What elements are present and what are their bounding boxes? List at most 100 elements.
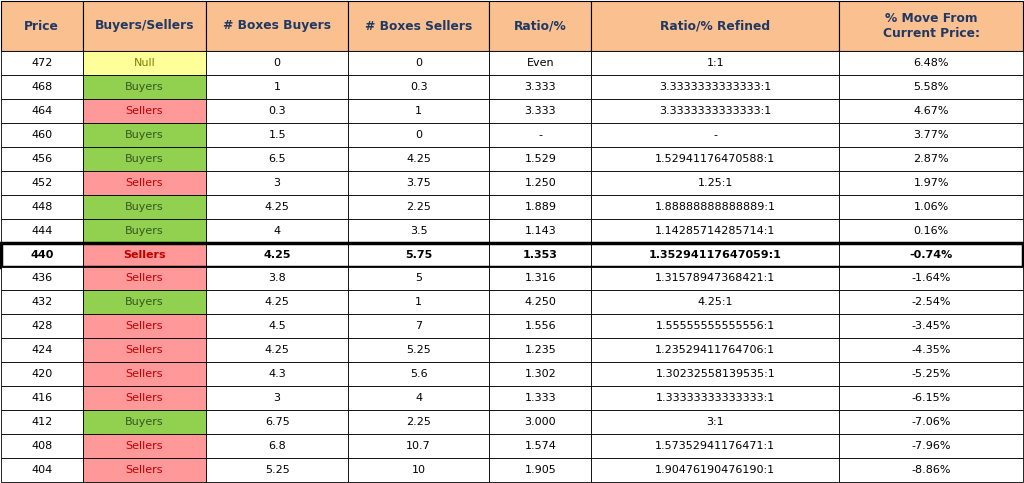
Text: 428: 428 <box>31 321 52 331</box>
Bar <box>207 170 348 195</box>
Bar <box>83 314 207 338</box>
Bar <box>83 362 207 386</box>
Bar <box>840 458 1023 482</box>
Text: Null: Null <box>133 58 156 68</box>
Bar <box>348 99 489 123</box>
Text: 3.333: 3.333 <box>524 106 556 116</box>
Text: 1.250: 1.250 <box>524 178 556 188</box>
Bar <box>840 147 1023 170</box>
Text: 1.529: 1.529 <box>524 154 556 164</box>
Text: 3.333: 3.333 <box>524 82 556 92</box>
Bar <box>489 147 592 170</box>
Text: 432: 432 <box>31 298 52 307</box>
Bar <box>592 267 840 290</box>
Text: 448: 448 <box>31 201 52 212</box>
Text: 440: 440 <box>30 250 53 259</box>
Text: Buyers: Buyers <box>125 154 164 164</box>
Text: 3.3333333333333:1: 3.3333333333333:1 <box>659 106 771 116</box>
Bar <box>1 147 83 170</box>
Bar <box>1 219 83 242</box>
Bar <box>840 1 1023 51</box>
Bar <box>489 267 592 290</box>
Text: -7.96%: -7.96% <box>911 441 951 451</box>
Bar <box>592 123 840 147</box>
Bar <box>489 1 592 51</box>
Bar <box>489 314 592 338</box>
Text: 1.55555555555556:1: 1.55555555555556:1 <box>655 321 775 331</box>
Text: Ratio/%: Ratio/% <box>514 19 566 32</box>
Bar <box>1 123 83 147</box>
Text: 1.35294117647059:1: 1.35294117647059:1 <box>649 250 781 259</box>
Text: 5.25: 5.25 <box>265 465 290 475</box>
Bar <box>83 75 207 99</box>
Bar <box>348 362 489 386</box>
Text: 0.3: 0.3 <box>268 106 286 116</box>
Bar <box>1 195 83 219</box>
Bar <box>1 51 83 75</box>
Text: 1.23529411764706:1: 1.23529411764706:1 <box>655 345 775 355</box>
Text: 4.25: 4.25 <box>265 345 290 355</box>
Text: 472: 472 <box>31 58 52 68</box>
Bar <box>592 410 840 434</box>
Text: 1.905: 1.905 <box>524 465 556 475</box>
Text: 1.30232558139535:1: 1.30232558139535:1 <box>655 369 775 379</box>
Text: Sellers: Sellers <box>126 106 163 116</box>
Bar <box>348 1 489 51</box>
Text: -6.15%: -6.15% <box>911 393 950 403</box>
Bar <box>489 51 592 75</box>
Bar <box>489 170 592 195</box>
Text: Sellers: Sellers <box>126 273 163 284</box>
Bar <box>348 147 489 170</box>
Text: 1.33333333333333:1: 1.33333333333333:1 <box>655 393 775 403</box>
Text: % Move From
Current Price:: % Move From Current Price: <box>883 12 980 40</box>
Bar <box>83 267 207 290</box>
Bar <box>489 75 592 99</box>
Bar <box>592 314 840 338</box>
Text: 1.25:1: 1.25:1 <box>697 178 733 188</box>
Bar <box>489 410 592 434</box>
Text: 420: 420 <box>31 369 52 379</box>
Bar <box>592 170 840 195</box>
Text: Sellers: Sellers <box>126 345 163 355</box>
Text: 4: 4 <box>415 393 422 403</box>
Bar <box>592 458 840 482</box>
Text: 5.58%: 5.58% <box>913 82 949 92</box>
Text: 1.14285714285714:1: 1.14285714285714:1 <box>655 226 775 236</box>
Text: 2.87%: 2.87% <box>913 154 949 164</box>
Bar <box>348 386 489 410</box>
Bar <box>489 434 592 458</box>
Text: -7.06%: -7.06% <box>911 417 951 427</box>
Bar <box>592 1 840 51</box>
Text: 436: 436 <box>31 273 52 284</box>
Bar <box>348 219 489 242</box>
Text: 404: 404 <box>31 465 52 475</box>
Text: # Boxes Sellers: # Boxes Sellers <box>365 19 472 32</box>
Bar <box>489 290 592 314</box>
Bar <box>83 338 207 362</box>
Bar <box>592 362 840 386</box>
Text: 1: 1 <box>415 106 422 116</box>
Bar <box>348 314 489 338</box>
Bar <box>348 290 489 314</box>
Bar <box>1 267 83 290</box>
Bar <box>1 242 83 267</box>
Bar <box>1 170 83 195</box>
Bar <box>489 242 592 267</box>
Bar <box>83 99 207 123</box>
Text: 0: 0 <box>273 58 281 68</box>
Bar <box>840 123 1023 147</box>
Bar <box>1 386 83 410</box>
Text: 1.52941176470588:1: 1.52941176470588:1 <box>655 154 775 164</box>
Text: Even: Even <box>526 58 554 68</box>
Text: 1.889: 1.889 <box>524 201 556 212</box>
Bar <box>348 267 489 290</box>
Text: 2.25: 2.25 <box>407 417 431 427</box>
Text: 1.90476190476190:1: 1.90476190476190:1 <box>655 465 775 475</box>
Bar <box>83 170 207 195</box>
Bar <box>348 123 489 147</box>
Bar <box>1 458 83 482</box>
Text: 5.75: 5.75 <box>404 250 432 259</box>
Text: 464: 464 <box>31 106 52 116</box>
Text: Buyers/Sellers: Buyers/Sellers <box>95 19 195 32</box>
Bar <box>1 1 83 51</box>
